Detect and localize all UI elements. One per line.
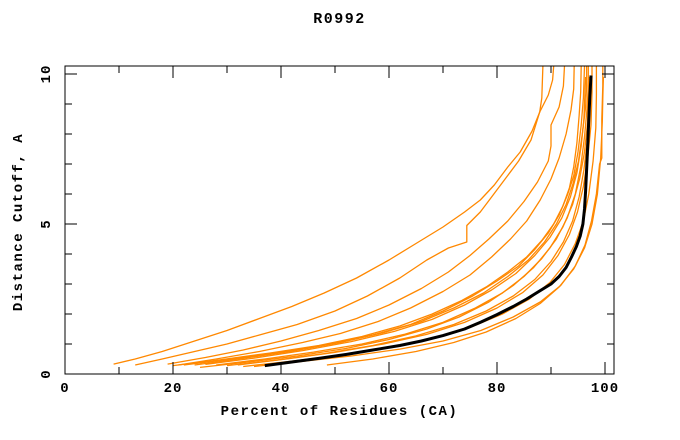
x-tick-label-20: 20 [163, 381, 183, 397]
x-tick-label-100: 100 [590, 381, 620, 397]
chart-title: R0992 [313, 11, 366, 28]
x-tick-labels: 0 20 40 60 80 100 [0, 381, 680, 399]
curve-orange-curve-04 [178, 66, 575, 366]
curve-orange-curve-02 [135, 66, 555, 366]
curve-orange-curve-03 [167, 66, 566, 365]
curve-orange-curve-15 [199, 66, 589, 369]
curve-orange-curve-14 [326, 76, 605, 366]
curve-orange-curve-06 [183, 66, 586, 366]
plot-frame [64, 65, 615, 375]
curve-orange-curve-08 [205, 76, 587, 366]
curve-orange-curve-01 [113, 66, 544, 365]
curve-orange-curve-09 [216, 76, 590, 366]
curve-black-curve [264, 75, 593, 368]
x-tick-label-40: 40 [271, 381, 291, 397]
x-tick-label-80: 80 [487, 381, 507, 397]
x-tick-label-0: 0 [60, 381, 70, 397]
curve-orange-curve-05 [172, 66, 582, 367]
x-axis-title: Percent of Residues (CA) [220, 404, 459, 420]
x-tick-label-60: 60 [379, 381, 399, 397]
